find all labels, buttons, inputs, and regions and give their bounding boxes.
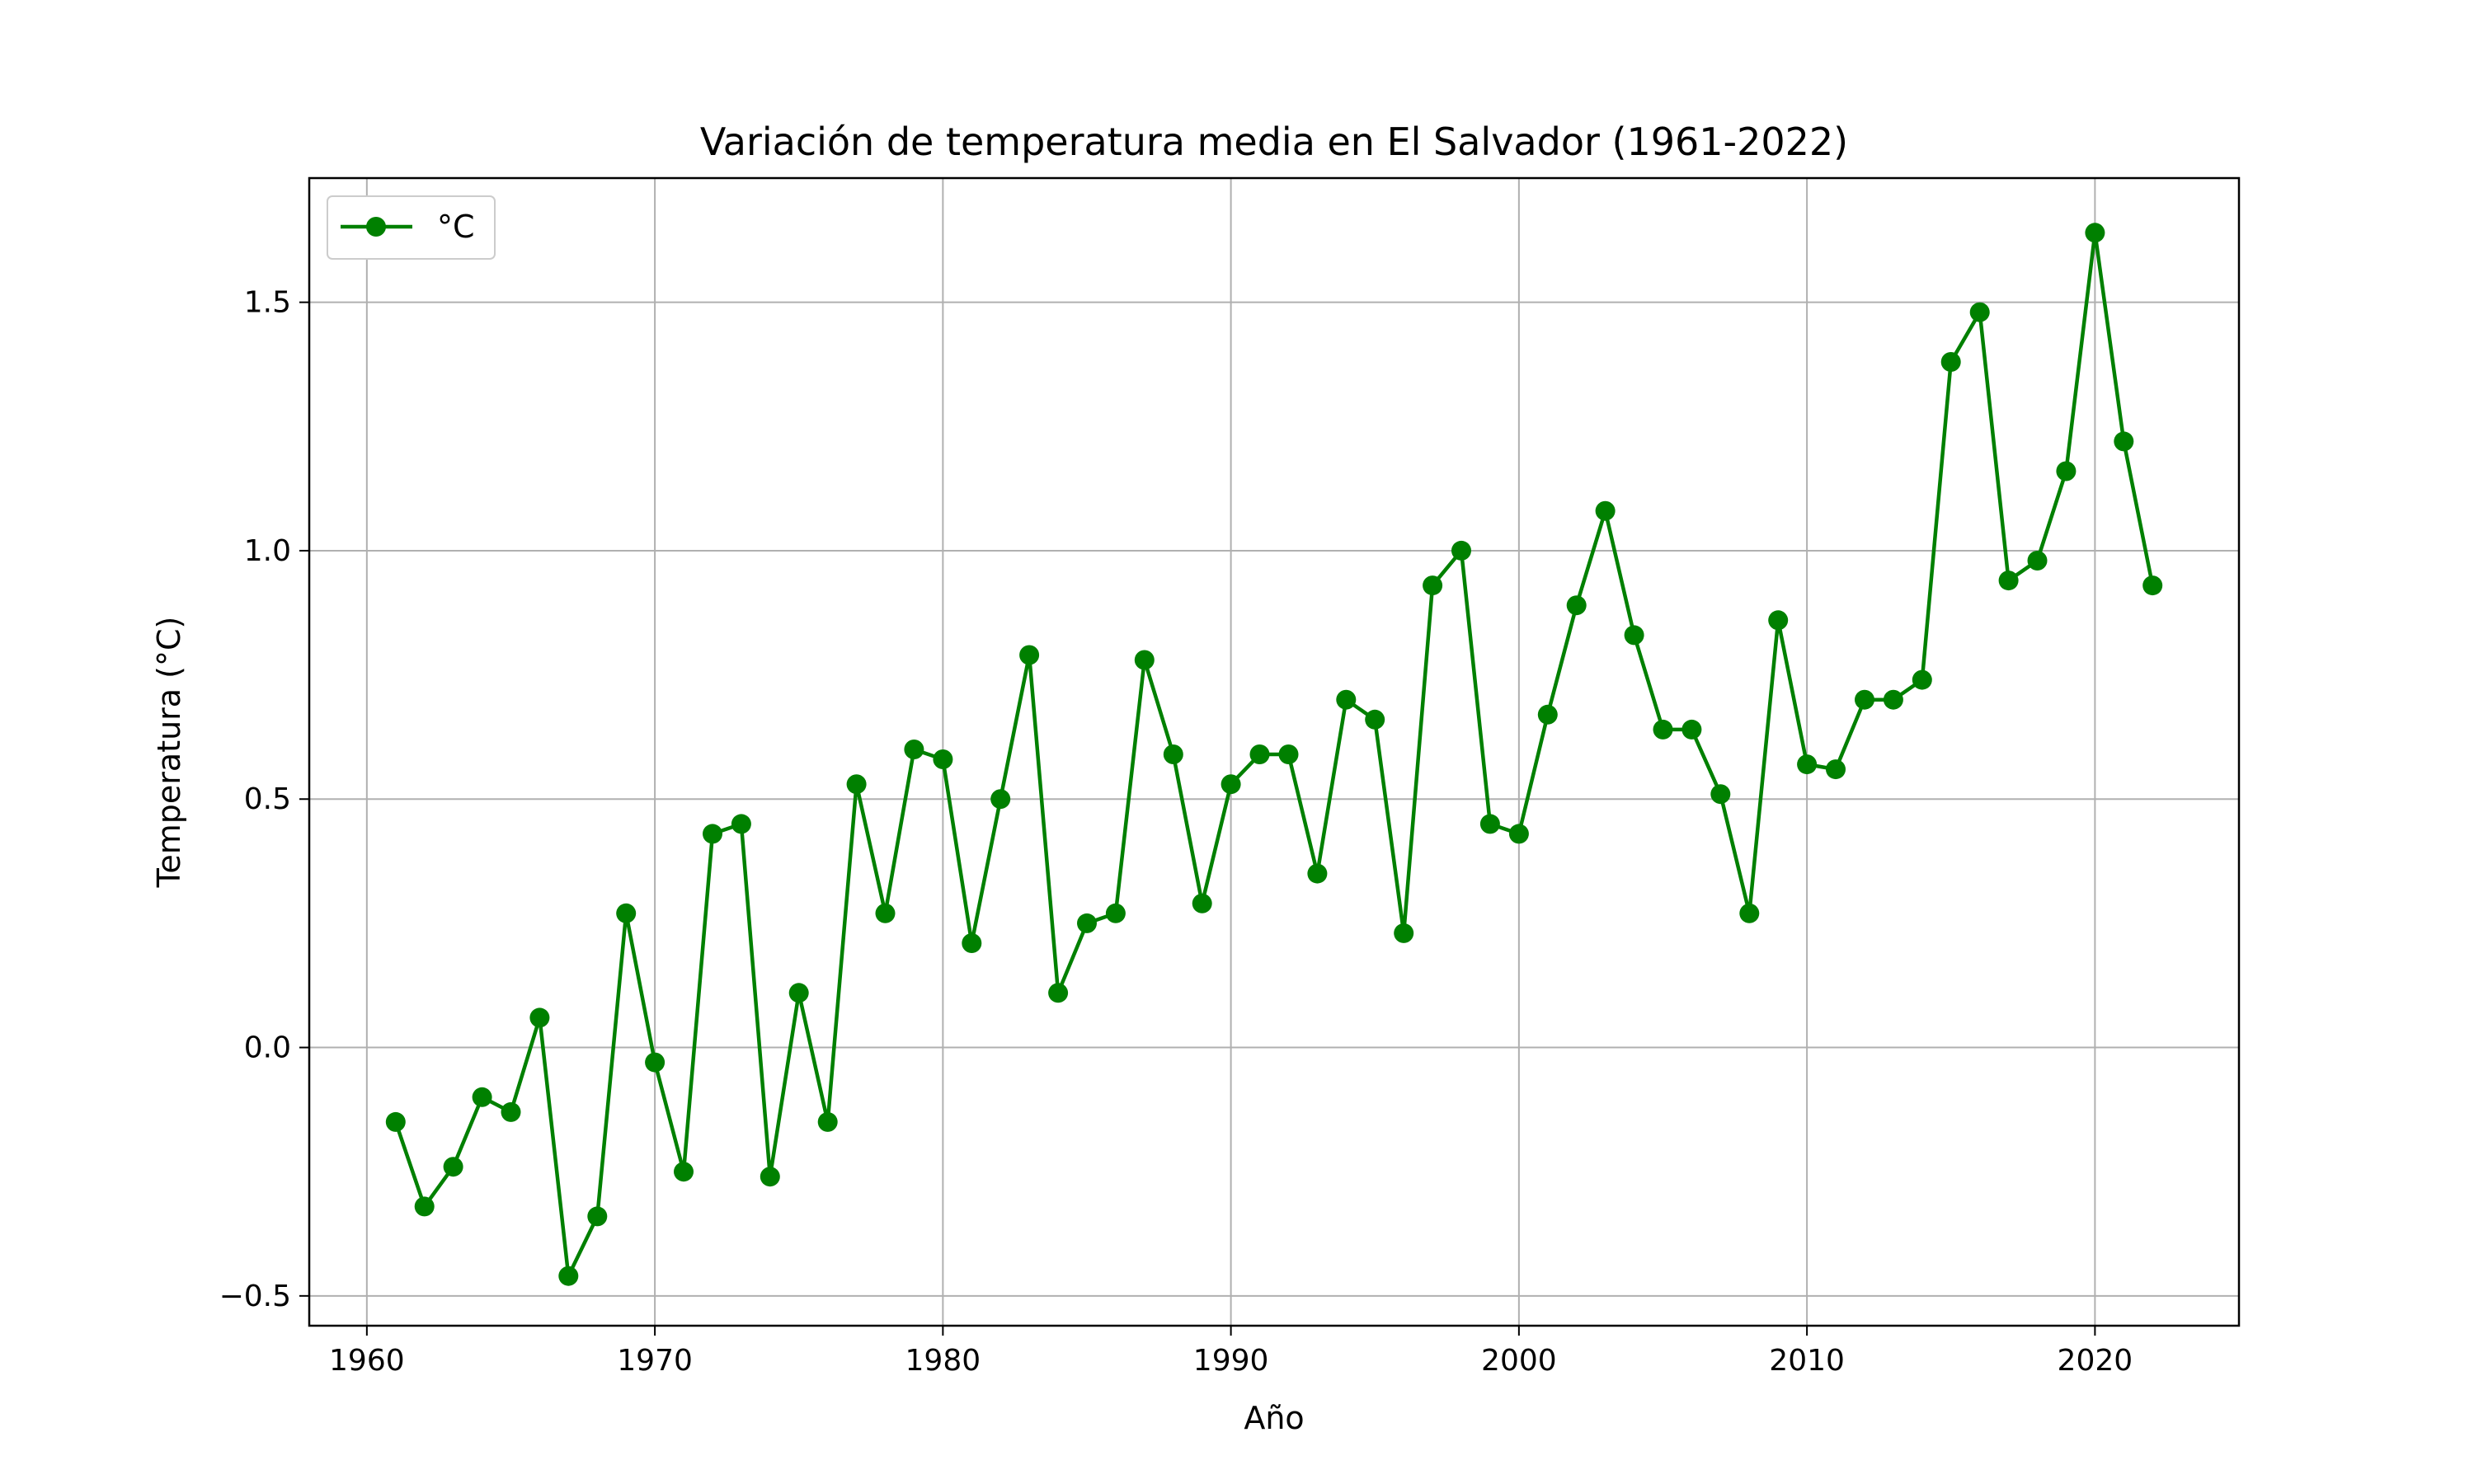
data-point-1988 bbox=[1163, 744, 1183, 764]
x-tick-label: 2010 bbox=[1769, 1344, 1845, 1378]
data-point-1965 bbox=[501, 1101, 521, 1122]
data-point-2016 bbox=[1969, 302, 1990, 322]
data-point-1969 bbox=[616, 903, 637, 923]
data-point-2003 bbox=[1595, 500, 1616, 521]
grid-lines bbox=[309, 178, 2239, 1326]
series-line bbox=[393, 231, 2155, 1278]
data-point-1993 bbox=[1307, 863, 1328, 884]
data-point-1979 bbox=[904, 740, 924, 759]
data-point-1984 bbox=[1048, 983, 1069, 1003]
data-point-2013 bbox=[1883, 689, 1903, 710]
y-tick-label: −0.5 bbox=[219, 1280, 291, 1313]
data-point-2007 bbox=[1710, 784, 1731, 805]
y-axis-label: Temperatura (°C) bbox=[151, 617, 187, 889]
data-point-2021 bbox=[2114, 431, 2134, 452]
data-point-2009 bbox=[1768, 610, 1789, 631]
data-point-1971 bbox=[674, 1162, 694, 1182]
data-point-1980 bbox=[933, 749, 953, 769]
data-point-1996 bbox=[1394, 923, 1414, 943]
axis-ticks: 1960 1970 1980 1990 2000 2010 2020 −0.5 0.0 0.5 1.… bbox=[219, 286, 2133, 1378]
data-point-1968 bbox=[587, 1206, 608, 1227]
series-layer bbox=[385, 223, 2163, 1286]
data-point-1998 bbox=[1451, 540, 1471, 561]
data-point-2019 bbox=[2056, 461, 2077, 481]
data-point-1985 bbox=[1077, 913, 1097, 933]
data-point-1991 bbox=[1249, 744, 1270, 764]
y-tick-label: 0.5 bbox=[244, 782, 291, 816]
data-point-2015 bbox=[1940, 352, 1961, 372]
data-point-1989 bbox=[1192, 893, 1212, 913]
x-tick-label: 1960 bbox=[329, 1344, 405, 1378]
y-tick-label: 1.5 bbox=[244, 286, 291, 320]
x-axis-label: Año bbox=[1244, 1400, 1304, 1436]
chart-title: Variación de temperatura media en El Sal… bbox=[700, 120, 1848, 164]
x-tick-label: 2020 bbox=[2058, 1344, 2133, 1378]
data-point-1961 bbox=[385, 1111, 406, 1132]
data-point-1992 bbox=[1278, 744, 1299, 764]
data-point-1986 bbox=[1105, 903, 1126, 923]
data-point-2000 bbox=[1508, 824, 1529, 844]
data-point-1999 bbox=[1479, 814, 1500, 834]
data-point-2014 bbox=[1912, 669, 1932, 690]
data-point-1973 bbox=[731, 814, 751, 834]
data-point-1981 bbox=[962, 933, 982, 953]
data-point-2020 bbox=[2085, 223, 2105, 243]
data-point-1970 bbox=[645, 1052, 666, 1073]
data-point-1977 bbox=[846, 774, 867, 795]
y-tick-label: 0.0 bbox=[244, 1031, 291, 1065]
data-point-2004 bbox=[1624, 625, 1644, 646]
data-point-1983 bbox=[1019, 645, 1040, 665]
legend-marker-swatch bbox=[366, 217, 386, 237]
data-point-2017 bbox=[1998, 571, 2019, 591]
data-point-1962 bbox=[414, 1196, 435, 1217]
y-tick-label: 1.0 bbox=[244, 534, 291, 568]
legend-label: °C bbox=[437, 209, 475, 245]
data-point-1963 bbox=[443, 1157, 463, 1177]
data-point-1976 bbox=[817, 1111, 838, 1132]
data-point-2008 bbox=[1739, 903, 1760, 923]
data-point-2010 bbox=[1797, 754, 1818, 775]
data-point-1990 bbox=[1221, 774, 1241, 795]
data-point-2006 bbox=[1681, 719, 1702, 740]
x-tick-label: 1980 bbox=[905, 1344, 981, 1378]
data-point-2018 bbox=[2027, 551, 2048, 571]
data-point-1997 bbox=[1423, 575, 1443, 596]
legend: °C bbox=[327, 195, 496, 260]
data-point-1982 bbox=[990, 789, 1011, 810]
data-point-2005 bbox=[1653, 719, 1673, 740]
data-point-1995 bbox=[1365, 709, 1385, 730]
data-point-1972 bbox=[703, 824, 722, 844]
plot-frame bbox=[308, 176, 2241, 1327]
data-point-1978 bbox=[875, 903, 896, 923]
x-tick-label: 2000 bbox=[1481, 1344, 1557, 1378]
x-tick-label: 1990 bbox=[1193, 1344, 1269, 1378]
data-point-1974 bbox=[760, 1167, 780, 1187]
data-point-1967 bbox=[558, 1266, 579, 1286]
data-point-2012 bbox=[1855, 689, 1874, 710]
data-point-1987 bbox=[1134, 650, 1155, 670]
data-point-2001 bbox=[1537, 704, 1558, 725]
data-point-1975 bbox=[788, 983, 809, 1003]
x-tick-label: 1970 bbox=[617, 1344, 693, 1378]
data-point-1966 bbox=[529, 1007, 550, 1028]
data-point-1994 bbox=[1336, 689, 1357, 710]
data-point-2002 bbox=[1566, 595, 1587, 616]
data-point-2022 bbox=[2142, 575, 2163, 596]
data-point-1964 bbox=[472, 1087, 492, 1107]
data-point-2011 bbox=[1826, 759, 1846, 780]
